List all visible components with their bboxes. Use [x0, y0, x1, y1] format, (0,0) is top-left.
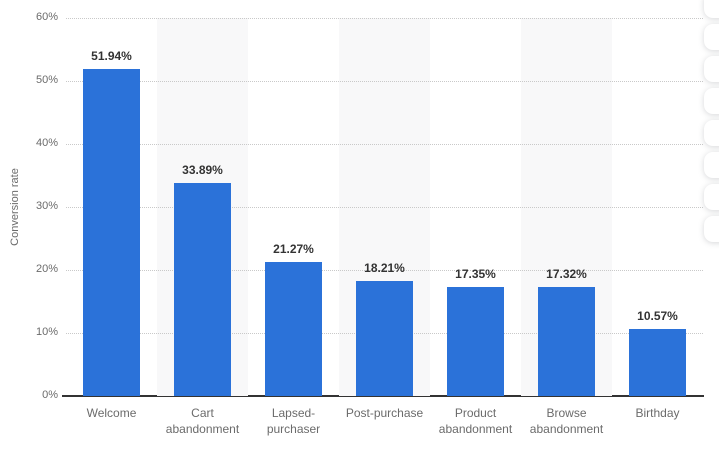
plot-area: 51.94% 33.89% 21.27% 18.21% 17.35% 17.32% 10.5… [62, 18, 704, 397]
x-category-label: Browse abandonment [529, 406, 604, 437]
y-tick-label: 10% [35, 326, 58, 338]
toolbar-button[interactable] [704, 88, 719, 114]
bar-cart-abandonment[interactable] [174, 182, 231, 396]
gridline [66, 207, 703, 208]
y-tick-label: 40% [35, 137, 58, 149]
bar-value-label: 21.27% [273, 242, 314, 256]
y-tick-label: 30% [35, 200, 58, 212]
toolbar-button[interactable] [704, 0, 719, 18]
bar-browse-abandonment[interactable] [538, 286, 595, 396]
bar-post-purchase[interactable] [356, 281, 413, 396]
x-category-label: Post-purchase [345, 406, 424, 420]
gridline [66, 81, 703, 82]
toolbar-button[interactable] [704, 56, 719, 82]
bar-lapsed-purchaser[interactable] [265, 262, 322, 396]
y-tick-label: 20% [35, 263, 58, 275]
y-tick-label: 60% [35, 11, 58, 23]
toolbar-button[interactable] [704, 24, 719, 50]
bar-product-abandonment[interactable] [447, 286, 504, 396]
bar-value-label: 10.57% [637, 309, 678, 324]
x-category-label: Product abandonment [438, 406, 513, 437]
toolbar-button[interactable] [704, 152, 719, 178]
y-tick-label: 50% [35, 74, 58, 86]
gridline [66, 270, 703, 271]
bar-value-label: 33.89% [182, 162, 223, 177]
x-category-label: Welcome [86, 406, 137, 420]
bar-value-label: 17.35% [455, 266, 496, 281]
toolbar-button[interactable] [704, 184, 719, 210]
bar-birthday[interactable] [629, 329, 686, 396]
share-toolbar-cutoff [699, 0, 719, 280]
x-axis-line [62, 395, 704, 397]
x-category-label: Lapsed-purchaser [266, 406, 321, 437]
bar-value-label: 17.32% [546, 266, 587, 281]
x-category-label: Cart abandonment [165, 406, 240, 437]
bar-value-label: 51.94% [91, 48, 132, 63]
y-tick-label: 0% [42, 389, 58, 401]
bar-value-label: 18.21% [364, 261, 405, 276]
gridline [66, 144, 703, 145]
gridline [66, 18, 703, 19]
bar-welcome[interactable] [83, 68, 140, 396]
x-category-label: Birthday [635, 406, 680, 420]
toolbar-button[interactable] [704, 120, 719, 146]
toolbar-button[interactable] [704, 216, 719, 242]
